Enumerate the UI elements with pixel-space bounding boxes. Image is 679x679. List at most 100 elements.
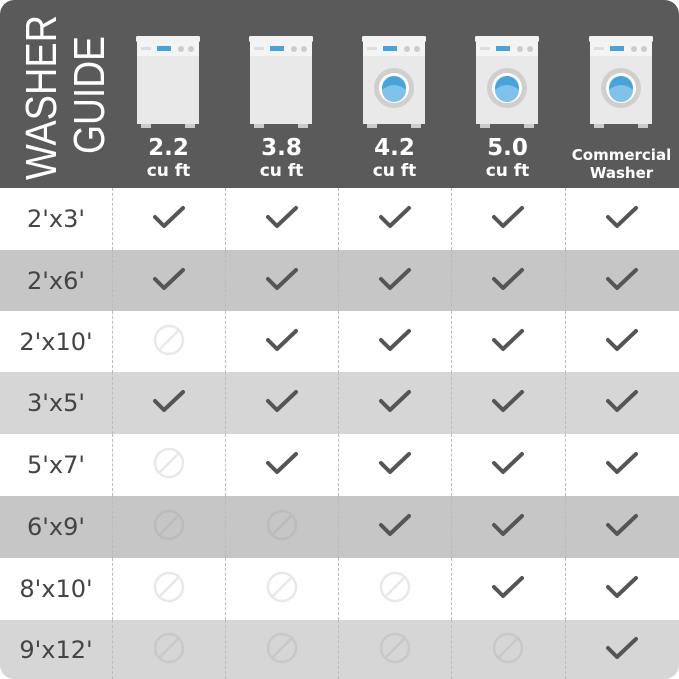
prohibited-icon xyxy=(152,446,186,484)
check-icon xyxy=(152,266,186,296)
prohibited-icon xyxy=(378,570,412,608)
not-fit-cell xyxy=(338,558,451,620)
fits-cell xyxy=(451,188,564,250)
check-icon xyxy=(378,388,412,418)
check-icon xyxy=(491,388,525,418)
check-icon xyxy=(491,204,525,234)
column-header: 2.2 cu ft xyxy=(112,0,225,188)
table-row: 2'x10' xyxy=(0,311,679,373)
fits-cell xyxy=(451,496,564,558)
not-fit-cell xyxy=(112,434,225,496)
prohibited-icon xyxy=(265,508,299,546)
fits-cell xyxy=(565,496,678,558)
column-size: Commercial xyxy=(571,146,672,164)
check-icon xyxy=(265,450,299,480)
column-unit: cu ft xyxy=(485,161,530,181)
fits-cell xyxy=(338,372,451,434)
fits-cell xyxy=(225,250,338,312)
fits-cell xyxy=(451,434,564,496)
not-fit-cell xyxy=(225,558,338,620)
fits-cell xyxy=(451,311,564,373)
check-icon xyxy=(152,204,186,234)
rug-size-label: 6'x9' xyxy=(27,513,85,541)
column-size: 5.0 xyxy=(487,135,528,161)
check-icon xyxy=(378,266,412,296)
column-header: 4.2 cu ft xyxy=(338,0,451,188)
check-icon xyxy=(491,512,525,542)
fits-cell xyxy=(451,250,564,312)
rug-size-label: 2'x6' xyxy=(27,267,85,295)
fits-cell xyxy=(338,311,451,373)
fits-cell xyxy=(565,250,678,312)
not-fit-cell xyxy=(225,620,338,679)
not-fit-cell xyxy=(112,496,225,558)
prohibited-icon xyxy=(265,570,299,608)
washer-front-load-icon xyxy=(474,36,540,128)
column-header: 5.0 cu ft xyxy=(451,0,564,188)
check-icon xyxy=(605,635,639,665)
check-icon xyxy=(152,388,186,418)
washer-front-load-icon xyxy=(361,36,427,128)
column-size: 2.2 xyxy=(148,135,189,161)
fits-cell xyxy=(565,372,678,434)
column-unit: cu ft xyxy=(372,161,417,181)
fits-cell xyxy=(565,188,678,250)
prohibited-icon xyxy=(152,323,186,361)
table-row: 8'x10' xyxy=(0,558,679,620)
check-icon xyxy=(378,512,412,542)
column-header: 3.8 cu ft xyxy=(225,0,338,188)
prohibited-icon xyxy=(378,631,412,669)
title: WASHER GUIDE xyxy=(17,15,108,180)
prohibited-icon xyxy=(152,508,186,546)
rug-size-label: 8'x10' xyxy=(19,575,93,603)
fits-cell xyxy=(112,188,225,250)
title-line1: WASHER xyxy=(17,15,66,180)
check-icon xyxy=(265,266,299,296)
check-icon xyxy=(605,204,639,234)
column-unit: Washer xyxy=(589,164,654,182)
check-icon xyxy=(605,266,639,296)
fits-cell xyxy=(225,311,338,373)
check-icon xyxy=(378,327,412,357)
fits-cell xyxy=(338,188,451,250)
check-icon xyxy=(605,327,639,357)
check-icon xyxy=(491,450,525,480)
fits-cell xyxy=(565,311,678,373)
check-icon xyxy=(378,450,412,480)
fits-cell xyxy=(565,558,678,620)
check-icon xyxy=(491,327,525,357)
fits-cell xyxy=(112,250,225,312)
table-row: 6'x9' xyxy=(0,496,679,558)
rug-size-label: 3'x5' xyxy=(27,389,85,417)
fits-cell xyxy=(225,188,338,250)
rug-size-label: 2'x10' xyxy=(19,328,93,356)
title-line2: GUIDE xyxy=(65,36,108,154)
fits-cell xyxy=(338,250,451,312)
washer-door-icon xyxy=(135,36,201,128)
table-row: 5'x7' xyxy=(0,434,679,496)
fits-cell xyxy=(565,434,678,496)
washer-door-icon xyxy=(248,36,314,128)
check-icon xyxy=(265,204,299,234)
fits-cell xyxy=(225,434,338,496)
prohibited-icon xyxy=(491,631,525,669)
fits-cell xyxy=(225,372,338,434)
column-unit: cu ft xyxy=(259,161,304,181)
column-size: 3.8 xyxy=(261,135,302,161)
fits-cell xyxy=(338,496,451,558)
table-row: 3'x5' xyxy=(0,372,679,434)
prohibited-icon xyxy=(265,631,299,669)
prohibited-icon xyxy=(152,570,186,608)
rug-size-label: 9'x12' xyxy=(19,635,93,664)
washer-front-load-icon xyxy=(588,36,654,128)
column-size: 4.2 xyxy=(374,135,415,161)
column-unit: cu ft xyxy=(146,161,191,181)
check-icon xyxy=(605,574,639,604)
not-fit-cell xyxy=(112,311,225,373)
column-header: Commercial Washer xyxy=(565,0,678,188)
fits-cell xyxy=(112,372,225,434)
prohibited-icon xyxy=(152,631,186,669)
check-icon xyxy=(605,388,639,418)
not-fit-cell xyxy=(451,620,564,679)
